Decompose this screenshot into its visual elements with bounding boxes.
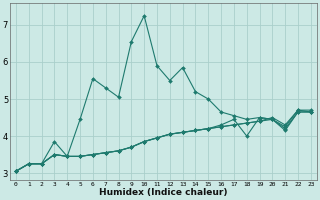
X-axis label: Humidex (Indice chaleur): Humidex (Indice chaleur)	[99, 188, 228, 197]
